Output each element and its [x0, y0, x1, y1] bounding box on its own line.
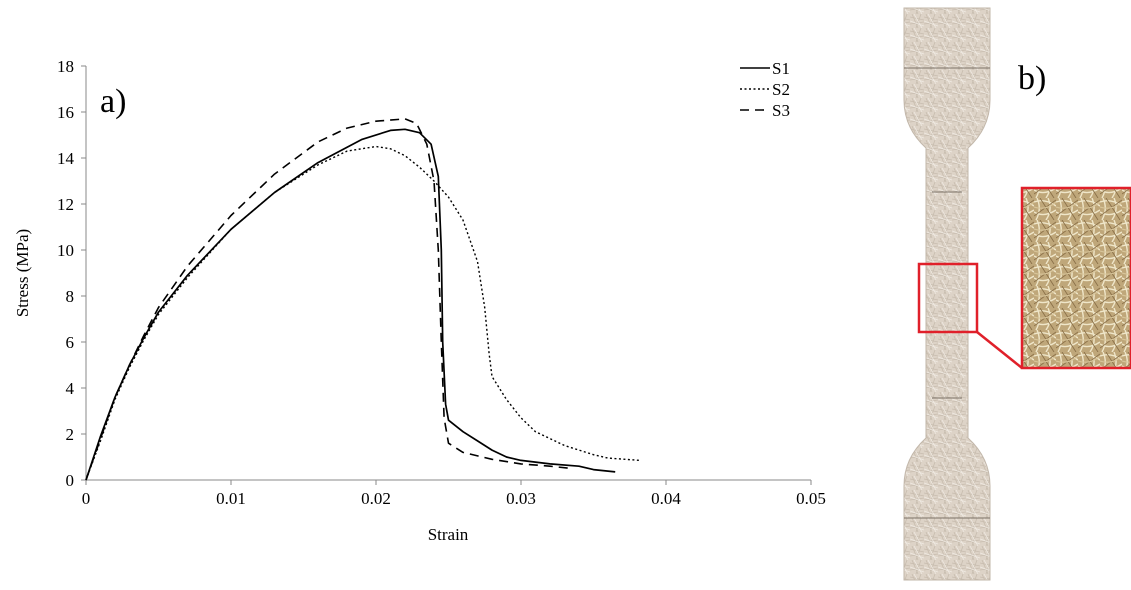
series-line-s1: [85, 128, 616, 481]
y-tick-label: 4: [66, 379, 75, 398]
x-tick-label: 0.01: [216, 489, 246, 508]
legend-label-s1: S1: [772, 59, 790, 78]
series-line-s2: [85, 145, 640, 481]
legend-label-s3: S3: [772, 101, 790, 120]
y-tick-label: 14: [57, 149, 75, 168]
x-axis-title: Strain: [428, 525, 469, 544]
y-tick-label: 8: [66, 287, 75, 306]
y-tick-label: 16: [57, 103, 74, 122]
legend: S1 S2 S3: [740, 59, 790, 120]
panel-label-a: a): [100, 83, 126, 120]
y-tick-label: 10: [57, 241, 74, 260]
dogbone-specimen: [903, 7, 991, 581]
panel-label-b: b): [1018, 60, 1046, 97]
series-line-s3: [85, 118, 572, 481]
zoom-inset-image: [1022, 188, 1131, 368]
zoom-region-box: [917, 262, 979, 334]
x-tick-label: 0: [82, 489, 91, 508]
y-axis-title: Stress (MPa): [13, 229, 32, 317]
y-tick-label: 6: [66, 333, 75, 352]
specimen-photo: [903, 7, 1131, 581]
y-tick-label: 2: [66, 425, 75, 444]
x-tick-label: 0.05: [796, 489, 826, 508]
x-tick-label: 0.02: [361, 489, 391, 508]
x-tick-label: 0.04: [651, 489, 681, 508]
legend-label-s2: S2: [772, 80, 790, 99]
x-tick-label: 0.03: [506, 489, 536, 508]
y-tick-label: 18: [57, 57, 74, 76]
y-tick-label: 0: [66, 471, 75, 490]
zoom-connector-line: [976, 331, 1023, 369]
zoom-inset-frame: [1020, 186, 1131, 370]
y-tick-label: 12: [57, 195, 74, 214]
